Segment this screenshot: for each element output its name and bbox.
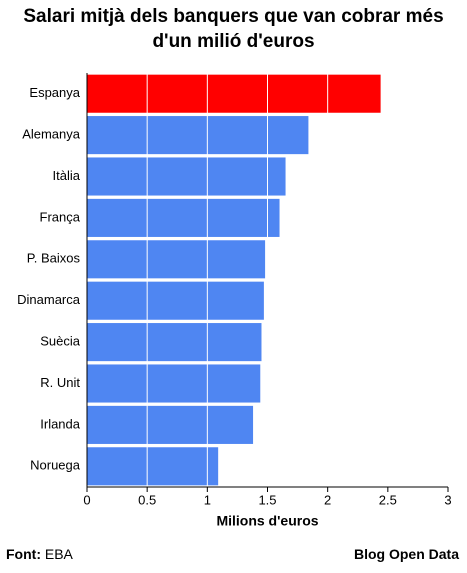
x-tick-label: 0 (83, 492, 90, 507)
x-tick-label: 0.5 (138, 492, 156, 507)
y-tick-label: Irlanda (40, 416, 81, 431)
bar (87, 157, 286, 196)
y-tick-label: Suècia (40, 334, 81, 349)
bar (87, 116, 309, 155)
y-tick-label: R. Unit (40, 375, 80, 390)
y-tick-label: Dinamarca (17, 292, 81, 307)
source: Font: EBA (6, 546, 73, 562)
x-tick-label: 1.5 (258, 492, 276, 507)
bar (87, 323, 262, 362)
y-tick-label: P. Baixos (27, 251, 81, 266)
x-tick-label: 1 (204, 492, 211, 507)
bar (87, 447, 219, 486)
y-tick-label: Noruega (30, 458, 81, 473)
bar (87, 405, 254, 444)
bar (87, 364, 261, 403)
y-tick-label: Espanya (29, 85, 80, 100)
x-tick-label: 2 (324, 492, 331, 507)
y-tick-label: França (40, 209, 81, 224)
bar (87, 240, 266, 279)
credit: Blog Open Data (353, 546, 459, 562)
source-name: EBA (44, 546, 73, 562)
source-label: Font: (6, 546, 41, 562)
y-tick-label: Itàlia (53, 168, 81, 183)
x-tick-label: 2.5 (379, 492, 397, 507)
bar (87, 281, 264, 320)
y-tick-label: Alemanya (22, 127, 81, 142)
x-axis-label: Milions d'euros (216, 513, 318, 529)
chart-title: Salari mitjà dels banquers que van cobra… (23, 6, 444, 52)
x-tick-label: 3 (444, 492, 451, 507)
bar (87, 198, 280, 237)
bar (87, 74, 381, 113)
